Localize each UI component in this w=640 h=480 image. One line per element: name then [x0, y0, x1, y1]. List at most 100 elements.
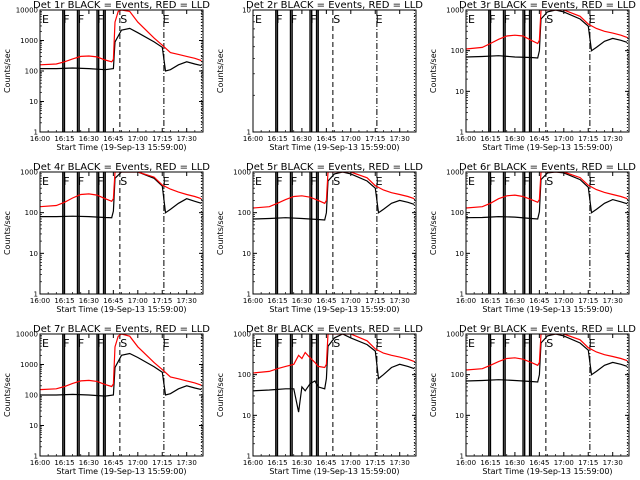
x-tick-label: 16:00: [243, 297, 263, 305]
x-tick-label: 17:00: [554, 135, 574, 143]
x-tick-label: 16:45: [103, 135, 123, 143]
panel-title: Det 9r BLACK = Events, RED = LLD: [459, 324, 636, 335]
y-tick-label: 10: [29, 98, 38, 106]
y-tick-label: 1000: [233, 169, 251, 177]
event-marker-F: F: [97, 337, 103, 350]
events-series-line: [466, 10, 628, 59]
event-marker-F: F: [291, 337, 297, 350]
plot-area: [253, 172, 415, 294]
y-tick-label: 100: [451, 209, 464, 217]
y-tick-label: 10: [242, 7, 251, 15]
event-marker-S: S: [120, 13, 127, 26]
events-series-line: [253, 172, 415, 221]
event-marker-S: S: [120, 337, 127, 350]
event-marker-F: F: [504, 337, 510, 350]
x-tick-label: 16:00: [456, 297, 476, 305]
y-axis-label: Counts/sec: [429, 211, 438, 255]
x-tick-label: 16:45: [529, 297, 549, 305]
x-tick-label: 16:30: [505, 135, 525, 143]
x-tick-label: 16:15: [54, 135, 74, 143]
x-tick-label: 17:30: [390, 297, 410, 305]
event-marker-S: S: [546, 337, 553, 350]
event-marker-F: F: [276, 175, 282, 188]
y-tick-label: 100: [25, 392, 38, 400]
x-tick-label: 17:15: [578, 297, 598, 305]
y-tick-label: 10: [242, 250, 251, 258]
y-axis-label: Counts/sec: [216, 373, 225, 417]
y-tick-label: 100: [451, 47, 464, 55]
x-tick-label: 16:45: [103, 297, 123, 305]
y-tick-label: 1: [460, 453, 464, 461]
y-tick-label: 1000: [233, 331, 251, 339]
x-tick-label: 17:15: [578, 459, 598, 467]
panel-title: Det 4r BLACK = Events, RED = LLD: [33, 162, 210, 173]
event-marker-F: F: [276, 13, 282, 26]
event-marker-F: F: [310, 337, 316, 350]
event-marker-F: F: [97, 13, 103, 26]
x-tick-label: 16:30: [505, 459, 525, 467]
x-tick-label: 16:30: [79, 459, 99, 467]
event-marker-E: E: [376, 175, 383, 188]
x-tick-label: 16:30: [292, 135, 312, 143]
plot-area: [275, 10, 415, 132]
event-marker-S: S: [333, 337, 340, 350]
x-axis-label: Start Time (19-Sep-13 15:59:00): [482, 305, 612, 314]
event-marker-E: E: [255, 13, 262, 26]
x-tick-label: 16:15: [480, 297, 500, 305]
x-tick-label: 16:45: [316, 459, 336, 467]
event-marker-E: E: [255, 175, 262, 188]
x-tick-label: 16:45: [316, 297, 336, 305]
events-series-line: [40, 172, 202, 219]
y-axis-label: Counts/sec: [3, 373, 12, 417]
events-series-line: [466, 334, 628, 383]
lld-series-line: [40, 10, 202, 66]
panel-title: Det 7r BLACK = Events, RED = LLD: [33, 324, 210, 335]
y-tick-label: 1: [460, 129, 464, 137]
event-marker-F: F: [523, 337, 529, 350]
event-marker-E: E: [589, 175, 596, 188]
y-axis-label: Counts/sec: [3, 49, 12, 93]
x-tick-label: 17:00: [341, 459, 361, 467]
events-series-line: [253, 334, 415, 413]
x-tick-label: 17:00: [128, 135, 148, 143]
event-marker-E: E: [589, 337, 596, 350]
event-marker-F: F: [291, 13, 297, 26]
event-marker-S: S: [333, 13, 340, 26]
event-marker-S: S: [546, 175, 553, 188]
x-tick-label: 16:30: [505, 297, 525, 305]
lld-series-line: [253, 334, 415, 374]
events-series-line: [466, 172, 628, 220]
y-tick-label: 1000: [446, 7, 464, 15]
x-axis-label: Start Time (19-Sep-13 15:59:00): [269, 467, 399, 476]
event-marker-E: E: [376, 13, 383, 26]
y-tick-label: 10000: [16, 7, 38, 15]
y-tick-label: 1: [247, 291, 251, 299]
x-tick-label: 16:00: [243, 135, 263, 143]
y-tick-label: 100: [25, 68, 38, 76]
event-marker-F: F: [310, 175, 316, 188]
x-tick-label: 16:45: [529, 135, 549, 143]
x-tick-label: 17:30: [177, 135, 197, 143]
event-marker-F: F: [504, 13, 510, 26]
event-marker-E: E: [255, 337, 262, 350]
lld-series-line: [40, 334, 202, 391]
plot-area: [466, 334, 628, 456]
x-tick-label: 17:30: [603, 459, 623, 467]
y-tick-label: 10: [242, 412, 251, 420]
lld-series-line: [466, 172, 628, 209]
events-series-line: [40, 352, 202, 397]
event-marker-F: F: [489, 337, 495, 350]
x-tick-label: 17:00: [128, 297, 148, 305]
x-tick-label: 16:15: [54, 459, 74, 467]
plot-area: [466, 172, 628, 294]
y-tick-label: 1000: [446, 169, 464, 177]
plot-area: [253, 334, 415, 456]
plot-area: [40, 172, 202, 294]
y-tick-label: 100: [451, 371, 464, 379]
x-tick-label: 17:15: [152, 459, 172, 467]
panel-title: Det 5r BLACK = Events, RED = LLD: [246, 162, 423, 173]
y-tick-label: 1000: [446, 331, 464, 339]
